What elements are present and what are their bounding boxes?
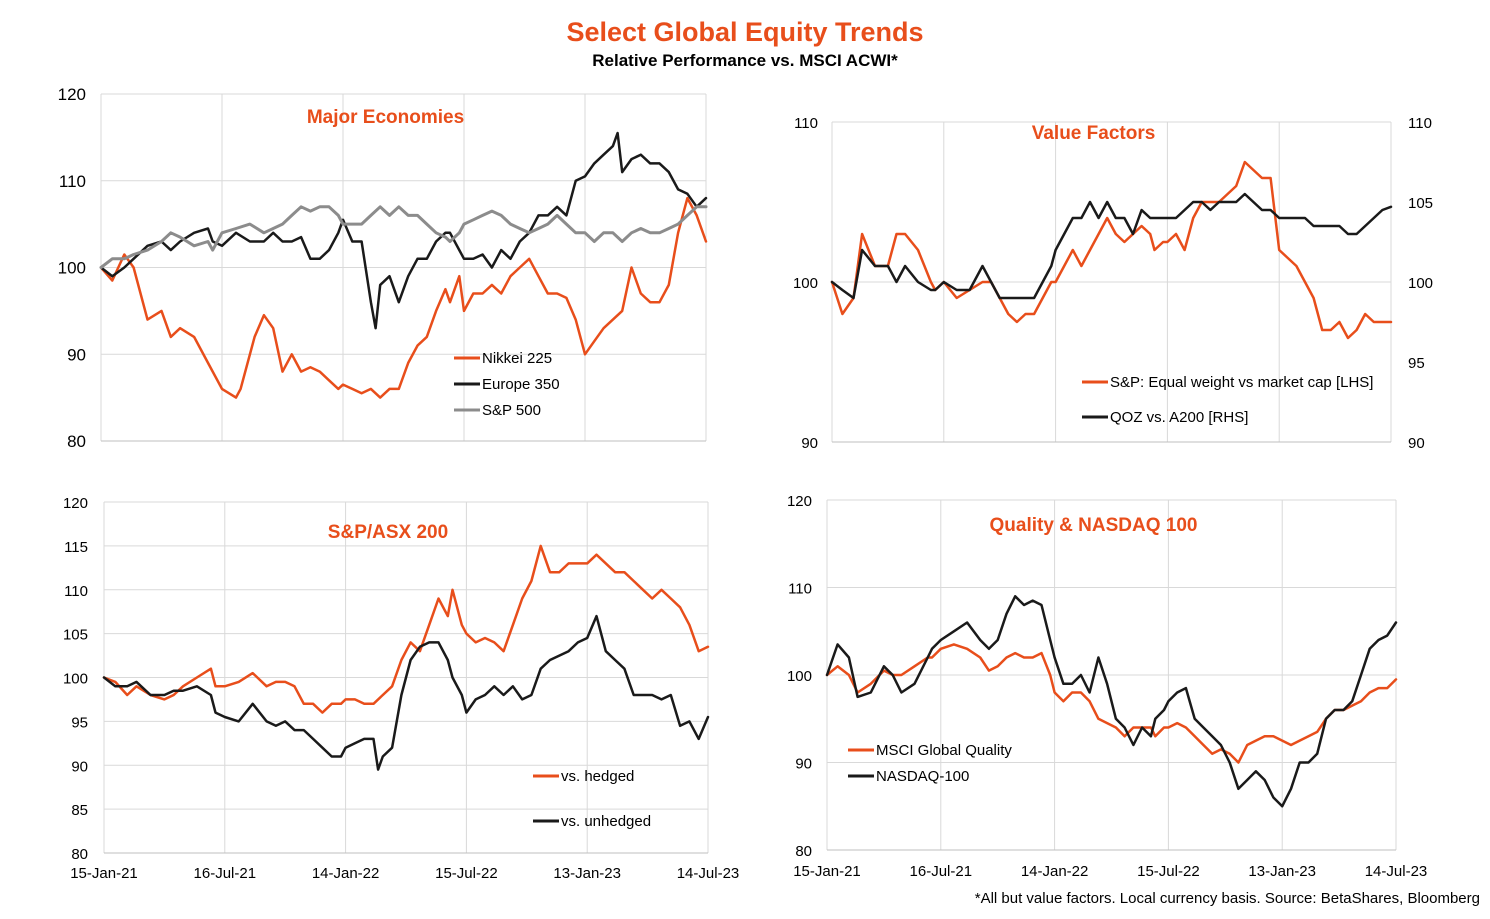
x-tick-label: 13-Jan-23	[1248, 863, 1316, 880]
legend: vs. hedged vs. unhedged	[533, 768, 651, 830]
series-line	[825, 595, 1398, 808]
y-tick-label: 80	[67, 432, 86, 451]
y-tick-label: 115	[64, 539, 88, 556]
series-line	[102, 614, 710, 771]
footnote: *All but value factors. Local currency b…	[974, 890, 1480, 907]
series-line	[102, 544, 710, 714]
chart-panel: 80 85 90 95 100 105 110 115 120 15-Jan-21 16-Jul-2…	[63, 495, 739, 882]
page-subtitle: Relative Performance vs. MSCI ACWI*	[592, 51, 898, 70]
y-tick-label: 95	[71, 714, 88, 731]
y-tick-label: 90	[795, 756, 812, 773]
series-line	[830, 192, 1393, 300]
legend-label: NASDAQ-100	[876, 768, 969, 785]
y2-tick-label: 105	[1408, 195, 1433, 212]
chart-title: Quality & NASDAQ 100	[990, 515, 1198, 536]
series-line	[99, 205, 708, 269]
x-tick-label: 15-Jan-21	[70, 865, 138, 882]
legend-label: Nikkei 225	[482, 350, 552, 367]
y-tick-label: 120	[58, 85, 86, 104]
y-tick-label: 100	[63, 671, 88, 688]
y2-tick-label: 95	[1408, 355, 1425, 372]
y2-tick-label: 110	[1408, 115, 1432, 132]
y2-tick-label: 100	[1408, 275, 1433, 292]
y-tick-label: 110	[788, 581, 812, 598]
series-line	[99, 196, 708, 399]
y-tick-label: 80	[795, 843, 812, 860]
legend-label: MSCI Global Quality	[876, 742, 1012, 759]
x-tick-label: 14-Jan-22	[1021, 863, 1089, 880]
chart-panel: 80 90 100 110 120 15-Jan-21 16-Jul-21 14-Jan-22…	[787, 493, 1427, 880]
y-tick-label: 120	[787, 493, 812, 510]
x-tick-label: 14-Jul-23	[1365, 863, 1428, 880]
x-tick-label: 14-Jul-23	[677, 865, 740, 882]
y-tick-label: 110	[794, 115, 818, 132]
x-tick-label: 14-Jan-22	[312, 865, 380, 882]
y-tick-label: 90	[71, 758, 88, 775]
chart-panel: 80 90 100 110 120 Major Economies Nikkei 225 Eu…	[58, 85, 708, 451]
legend-label: QOZ vs. A200 [RHS]	[1110, 409, 1248, 426]
y-tick-label: 110	[59, 172, 86, 191]
y-tick-label: 85	[71, 802, 88, 819]
x-tick-label: 13-Jan-23	[553, 865, 621, 882]
y-tick-label: 100	[787, 668, 812, 685]
series-line	[830, 160, 1393, 340]
y-tick-label: 110	[64, 583, 88, 600]
legend: S&P: Equal weight vs market cap [LHS] QOZ…	[1082, 374, 1373, 426]
legend: Nikkei 225 Europe 350 S&P 500	[454, 350, 560, 419]
x-tick-label: 15-Jul-22	[1137, 863, 1200, 880]
y-tick-label: 90	[801, 435, 818, 452]
chart-title: S&P/ASX 200	[328, 522, 448, 543]
chart-title: Value Factors	[1032, 123, 1156, 144]
y-tick-label: 100	[58, 259, 86, 278]
x-tick-label: 16-Jul-21	[910, 863, 973, 880]
y-tick-label: 120	[63, 495, 88, 512]
legend-label: Europe 350	[482, 376, 560, 393]
series-line	[99, 131, 708, 330]
chart-title: Major Economies	[307, 107, 464, 128]
legend-label: S&P 500	[482, 402, 541, 419]
x-tick-label: 16-Jul-21	[194, 865, 257, 882]
legend-label: vs. unhedged	[561, 813, 651, 830]
legend-label: vs. hedged	[561, 768, 634, 785]
page-title: Select Global Equity Trends	[566, 17, 924, 47]
y-tick-label: 90	[67, 345, 86, 364]
y-tick-label: 105	[63, 627, 88, 644]
x-tick-label: 15-Jan-21	[793, 863, 861, 880]
x-tick-label: 15-Jul-22	[435, 865, 498, 882]
legend-label: S&P: Equal weight vs market cap [LHS]	[1110, 374, 1373, 391]
y-tick-label: 100	[793, 275, 818, 292]
chart-panel: 90 100 110 90 95 100 105 110 Value Factors S&P: E…	[793, 115, 1433, 452]
legend: MSCI Global Quality NASDAQ-100	[848, 742, 1012, 785]
series-line	[825, 643, 1398, 764]
y-tick-label: 80	[71, 846, 88, 863]
y2-tick-label: 90	[1408, 435, 1425, 452]
